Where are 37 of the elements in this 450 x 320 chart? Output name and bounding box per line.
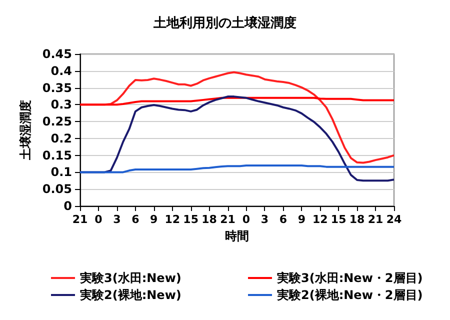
y-tick-label: 0.1 <box>50 165 72 180</box>
x-tick-label: 3 <box>260 213 269 226</box>
line-series <box>79 164 395 174</box>
x-tick-label: 6 <box>279 213 288 226</box>
y-tick-label: 0.05 <box>42 182 72 196</box>
x-tick-label: 18 <box>202 213 217 226</box>
x-tick-label: 15 <box>330 213 346 226</box>
x-tick-label: 18 <box>349 213 365 226</box>
y-tick-label: 0 <box>64 199 72 213</box>
y-axis-title: 土壌湿潤度 <box>18 100 32 161</box>
x-tick-label: 21 <box>220 213 236 226</box>
x-tick-label: 6 <box>132 213 140 226</box>
x-tick-label: 21 <box>368 213 384 226</box>
y-tick-label: 0.15 <box>42 148 72 162</box>
x-tick-label: 0 <box>94 213 103 226</box>
y-tick-label: 0.3 <box>50 98 72 112</box>
x-tick-label: 9 <box>150 213 158 226</box>
y-tick-label: 0.35 <box>42 80 72 95</box>
x-tick-label: 12 <box>164 213 180 226</box>
x-axis-title: 時間 <box>225 229 249 243</box>
y-tick-label: 0.2 <box>50 131 72 146</box>
line-series <box>79 96 395 106</box>
y-tick-label: 0.4 <box>50 64 72 78</box>
x-tick-label: 12 <box>312 213 328 226</box>
legend-label: 実験2(裸地:New・2層目) <box>276 288 423 302</box>
legend-label: 実験3(水田:New・2層目) <box>276 271 423 285</box>
chart-title: 土地利用別の土壌湿潤度 <box>152 15 296 31</box>
y-tick-label: 0.45 <box>42 47 72 61</box>
y-tick-label: 0.25 <box>42 114 72 129</box>
x-tick-label: 0 <box>242 213 250 226</box>
x-tick-label: 3 <box>113 213 121 226</box>
x-tick-label: 24 <box>386 213 402 226</box>
legend-label: 実験2(裸地:New) <box>79 288 182 302</box>
x-tick-label: 21 <box>72 213 88 226</box>
x-tick-label: 15 <box>183 213 198 226</box>
legend-label: 実験3(水田:New) <box>79 271 182 285</box>
x-tick-label: 9 <box>298 213 306 226</box>
